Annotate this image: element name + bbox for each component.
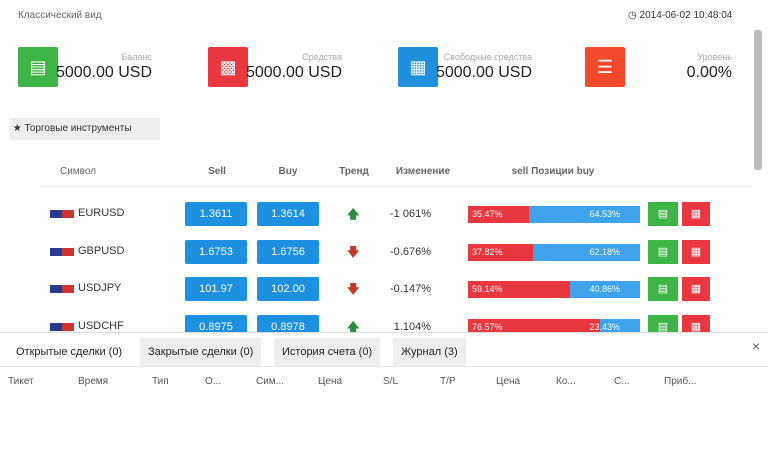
sell-position-label: 37.82% xyxy=(472,246,503,257)
tools-button[interactable]: ★ Торговые инструменты xyxy=(10,118,160,140)
sell-position-bar xyxy=(468,243,534,261)
delete-button[interactable]: ▦ xyxy=(682,202,710,226)
column-header: Символ xyxy=(60,166,97,177)
tab[interactable]: История счета (0) xyxy=(274,338,381,366)
sell-button[interactable]: 101.97 xyxy=(185,277,247,301)
chart-button[interactable]: ▤ xyxy=(648,314,678,332)
trade-column-header: Цена xyxy=(318,376,343,387)
change: -0.147% xyxy=(390,283,431,295)
delete-button[interactable]: ▦ xyxy=(682,277,710,301)
card-value: 5000.00 USD xyxy=(245,64,342,81)
column-header: sell Позиции buy xyxy=(511,166,595,177)
sell-button[interactable]: 1.6753 xyxy=(185,239,247,264)
column-header: Изменение xyxy=(395,166,451,177)
sell-position-label: 76.57% xyxy=(472,321,503,332)
tab[interactable]: Закрытые сделки (0) xyxy=(140,338,262,366)
flag xyxy=(50,210,74,218)
delete-button[interactable]: ▦ xyxy=(682,314,710,332)
chart-button[interactable]: ▤ xyxy=(648,277,678,301)
card-label: Баланс xyxy=(121,52,152,62)
buy-position-bar xyxy=(599,318,640,332)
trade-column-header: О... xyxy=(205,376,222,387)
header-rule xyxy=(40,186,752,187)
column-header: Sell xyxy=(208,166,226,177)
trade-column-header: Цена xyxy=(496,376,521,387)
buy-position-label: 64.53% xyxy=(589,209,620,219)
sell-button[interactable]: 0.8975 xyxy=(185,314,247,332)
buy-button[interactable]: 1.3614 xyxy=(257,202,319,226)
tab[interactable]: Открытые сделки (0) xyxy=(8,338,131,366)
flag xyxy=(50,322,74,331)
buy-position-label: 23.43% xyxy=(589,321,620,332)
close-button[interactable]: × xyxy=(752,338,761,354)
buy-button[interactable]: 0.8978 xyxy=(257,314,319,332)
card-value: 5000.00 USD xyxy=(55,64,152,81)
change: -1 061% xyxy=(390,208,431,220)
instruments-panel: Классический вид ◷ 2014-06-02 10:48:04 ★… xyxy=(10,10,752,333)
trade-column-header: Сим... xyxy=(256,376,285,387)
symbol: USDJPY xyxy=(78,282,122,294)
trade-column-header: Тип xyxy=(152,376,169,387)
delete-button[interactable]: ▦ xyxy=(682,239,710,264)
sell-position-label: 35.47% xyxy=(472,209,503,219)
card-value: 0.00% xyxy=(686,64,732,81)
datetime: ◷ 2014-06-02 10:48:04 xyxy=(628,10,733,21)
buy-position-label: 62.18% xyxy=(589,246,620,257)
sell-button[interactable]: 1.3611 xyxy=(185,202,247,226)
flag xyxy=(50,247,74,256)
datetime-text: 2014-06-02 10:48:04 xyxy=(639,10,733,21)
sell-position-bar xyxy=(468,318,600,332)
buy-position-bar xyxy=(533,243,640,261)
change: 1.104% xyxy=(393,320,431,333)
buy-position-label: 40.86% xyxy=(589,284,620,294)
symbol: GBPUSD xyxy=(78,244,125,257)
card-label: Средства xyxy=(302,52,342,62)
buy-button[interactable]: 1.6756 xyxy=(257,239,319,264)
card-icon: ▩ xyxy=(208,47,248,87)
trade-column-header: С... xyxy=(614,376,630,387)
chart-button[interactable]: ▤ xyxy=(648,202,678,226)
symbol: EURUSD xyxy=(78,207,125,219)
card-icon: ▤ xyxy=(18,47,58,87)
card-icon: ▦ xyxy=(398,47,438,87)
trade-column-header: Ко... xyxy=(556,376,576,387)
sell-position-bar xyxy=(468,206,529,223)
trade-column-header: Приб... xyxy=(664,376,697,387)
card-value: 5000.00 USD xyxy=(435,64,532,81)
tab-line xyxy=(0,366,768,367)
column-header: Тренд xyxy=(339,166,369,177)
trend-arrow: 🡅 xyxy=(347,207,360,221)
buy-position-bar xyxy=(529,206,640,223)
change: -0.676% xyxy=(390,245,431,258)
column-header: Buy xyxy=(278,166,298,177)
symbol: USDCHF xyxy=(78,319,124,332)
chart-button[interactable]: ▤ xyxy=(648,239,678,264)
divider xyxy=(0,332,768,333)
trade-column-header: Время xyxy=(78,376,109,387)
scrollbar[interactable] xyxy=(754,30,762,170)
sell-position-bar xyxy=(468,281,570,298)
buy-button[interactable]: 102.00 xyxy=(257,277,319,301)
tab[interactable]: Журнал (3) xyxy=(393,338,466,366)
card-label: Уровень xyxy=(697,52,732,62)
trend-arrow: 🡇 xyxy=(347,244,360,259)
flag xyxy=(50,285,74,293)
card-label: Свободные средства xyxy=(443,52,532,62)
trade-column-header: S/L xyxy=(383,376,399,387)
trade-column-header: Тикет xyxy=(8,376,34,387)
card-icon: ☰ xyxy=(585,47,625,87)
view-title: Классический вид xyxy=(18,10,102,21)
trend-arrow: 🡅 xyxy=(347,319,360,333)
trend-arrow: 🡇 xyxy=(347,282,360,296)
trade-column-header: T/P xyxy=(440,376,456,387)
buy-position-bar xyxy=(569,281,640,298)
sell-position-label: 59.14% xyxy=(472,284,503,294)
tools-button-text: Торговые инструменты xyxy=(24,123,132,134)
